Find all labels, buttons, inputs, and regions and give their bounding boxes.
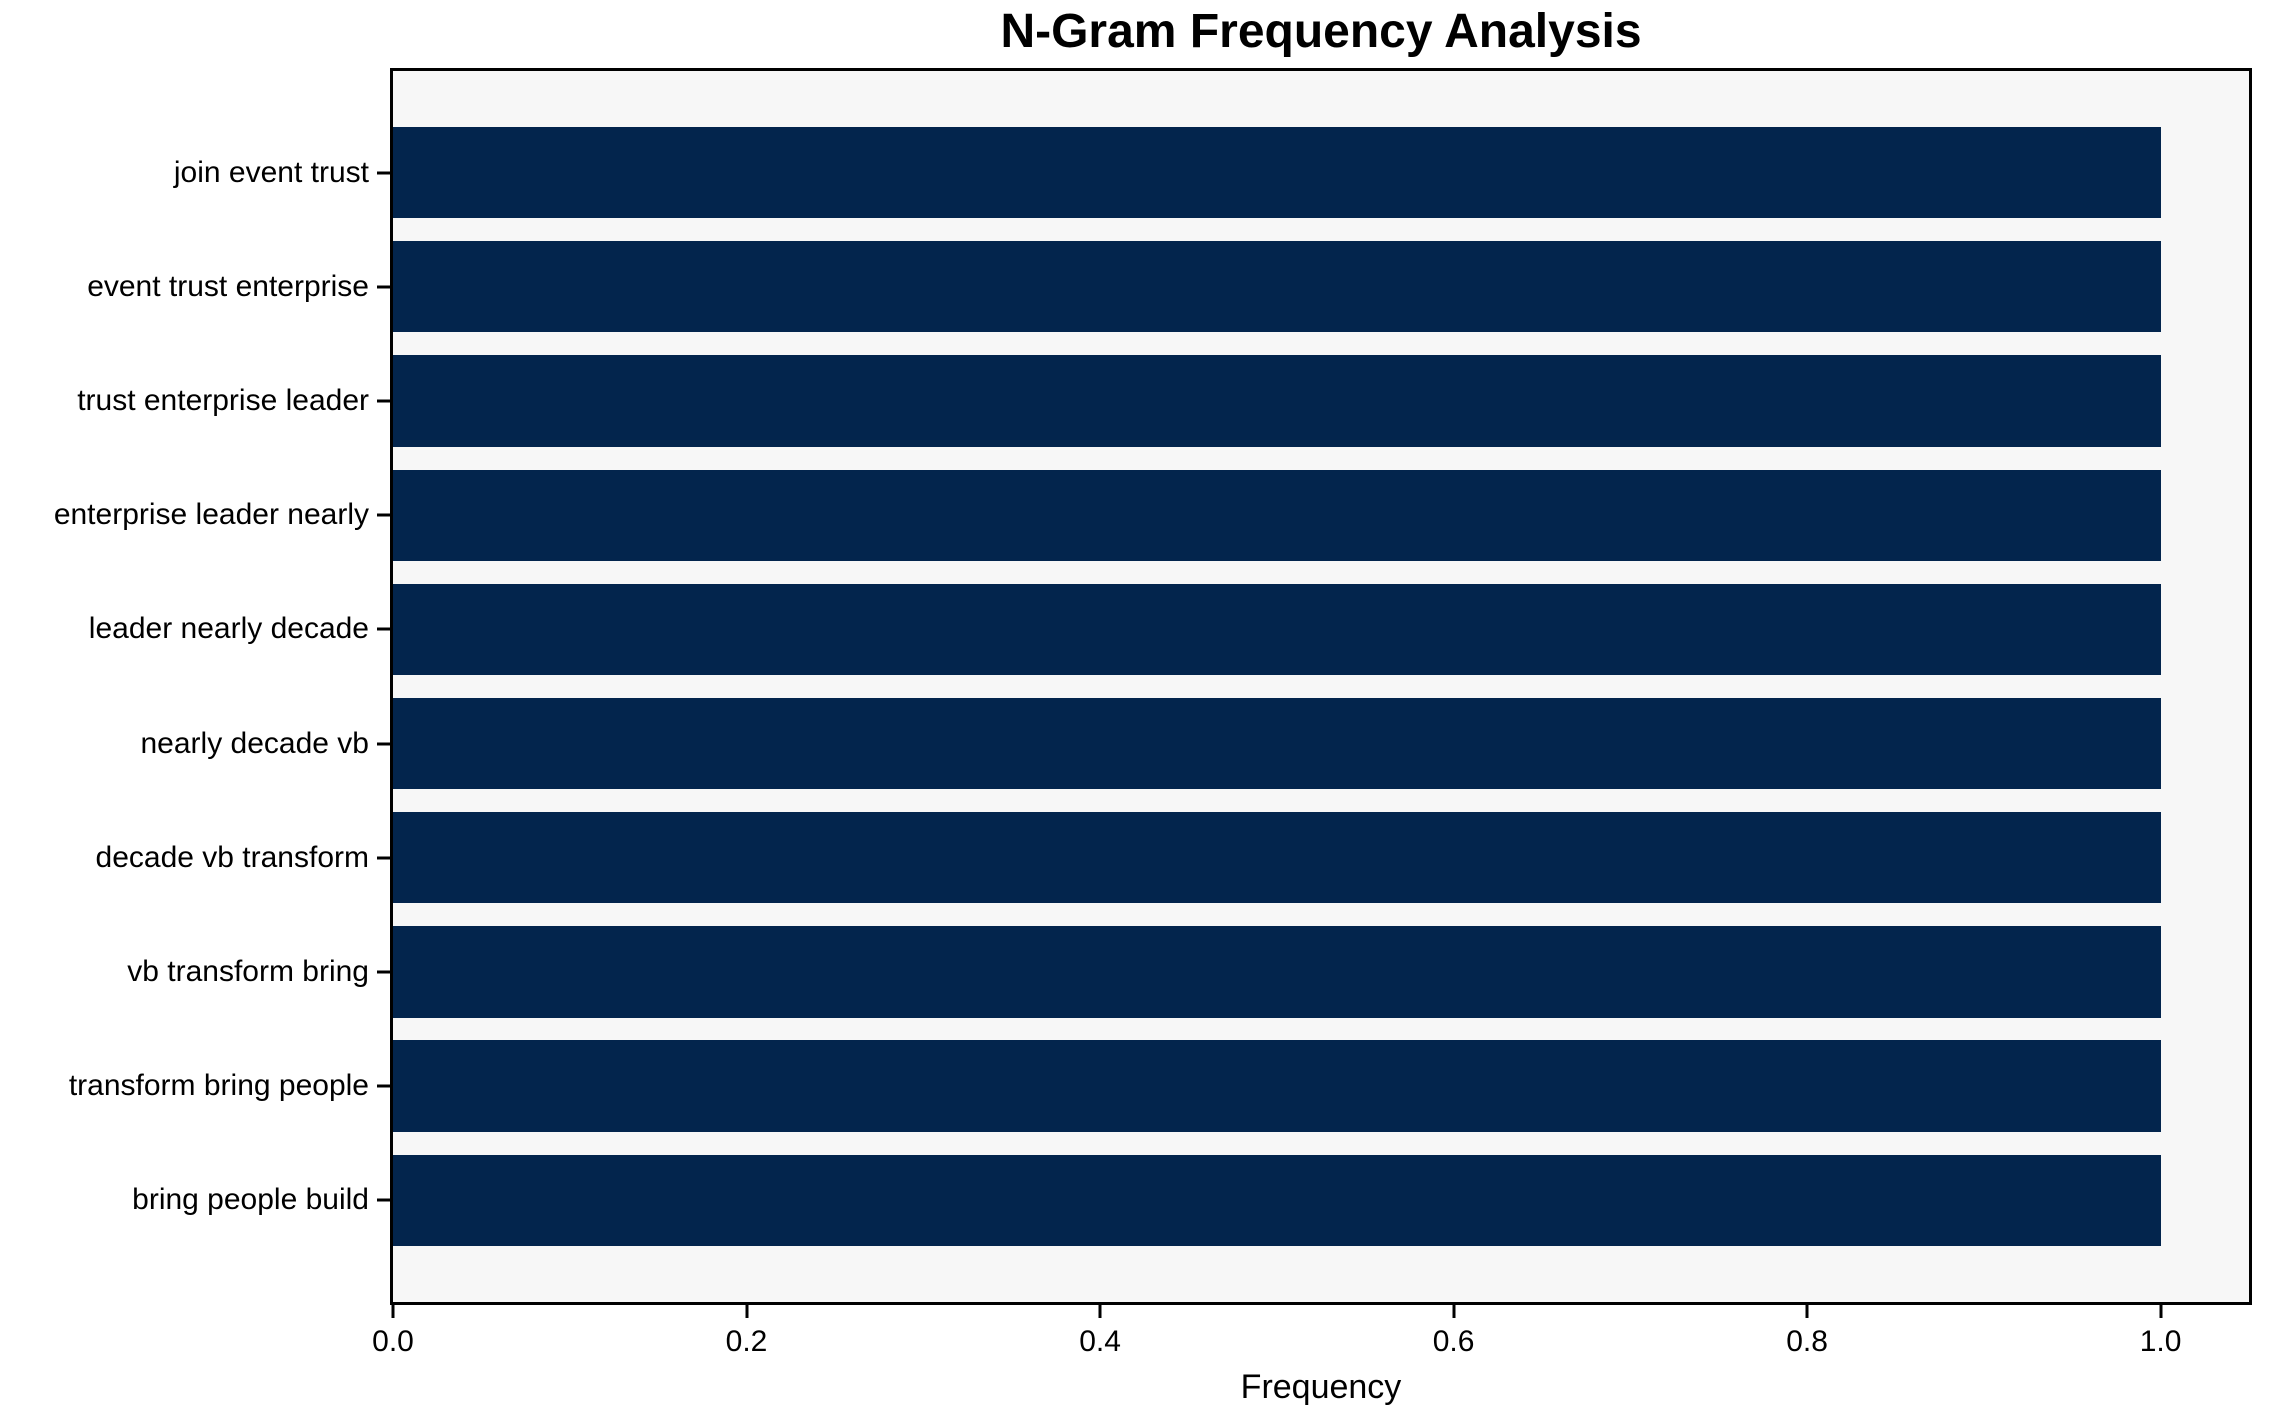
y-tick-label: trust enterprise leader [77, 384, 369, 418]
x-tick-mark [1452, 1305, 1456, 1318]
bar [393, 355, 2161, 447]
bar [393, 469, 2161, 561]
x-tick-label: 0.0 [372, 1325, 414, 1358]
x-tick-mark [1805, 1305, 1809, 1318]
y-tick-label: bring people build [132, 1183, 369, 1217]
plot-area [390, 68, 2252, 1305]
x-tick-mark [1098, 1305, 1102, 1318]
y-tick-label: transform bring people [68, 1069, 369, 1103]
x-tick-label: 1.0 [2139, 1325, 2182, 1358]
bar [393, 926, 2161, 1018]
y-tick-label: enterprise leader nearly [53, 498, 369, 532]
x-tick-label: 0.2 [725, 1325, 768, 1358]
y-tick-mark [377, 970, 390, 974]
y-tick-label: decade vb transform [95, 840, 369, 874]
y-tick-label: event trust enterprise [87, 269, 369, 303]
x-tick-label: 0.8 [1786, 1325, 1828, 1358]
y-tick-mark [377, 171, 390, 175]
bar [393, 583, 2161, 676]
bar [393, 1154, 2161, 1247]
bar [393, 241, 2161, 333]
bar [393, 812, 2161, 904]
y-tick-mark [377, 742, 390, 746]
bar [393, 1040, 2161, 1132]
bar [393, 126, 2161, 219]
bar [393, 697, 2161, 790]
y-tick-label: vb transform bring [127, 954, 369, 988]
y-tick-mark [377, 513, 390, 517]
x-tick-mark [745, 1305, 749, 1318]
y-tick-mark [377, 1198, 390, 1202]
chart-title: N-Gram Frequency Analysis [1000, 5, 1642, 58]
y-tick-mark [377, 285, 390, 289]
x-tick-mark [391, 1305, 395, 1318]
y-tick-label: nearly decade vb [140, 726, 370, 760]
y-tick-mark [377, 1084, 390, 1088]
y-tick-label: leader nearly decade [88, 612, 369, 646]
x-tick-label: 0.6 [1432, 1325, 1475, 1358]
y-tick-mark [377, 399, 390, 403]
x-tick-mark [2159, 1305, 2163, 1318]
x-tick-label: 0.4 [1079, 1325, 1121, 1358]
y-tick-mark [377, 627, 390, 631]
y-tick-label: join event trust [173, 155, 369, 189]
y-tick-mark [377, 856, 390, 860]
x-axis-label: Frequency [1240, 1368, 1402, 1406]
